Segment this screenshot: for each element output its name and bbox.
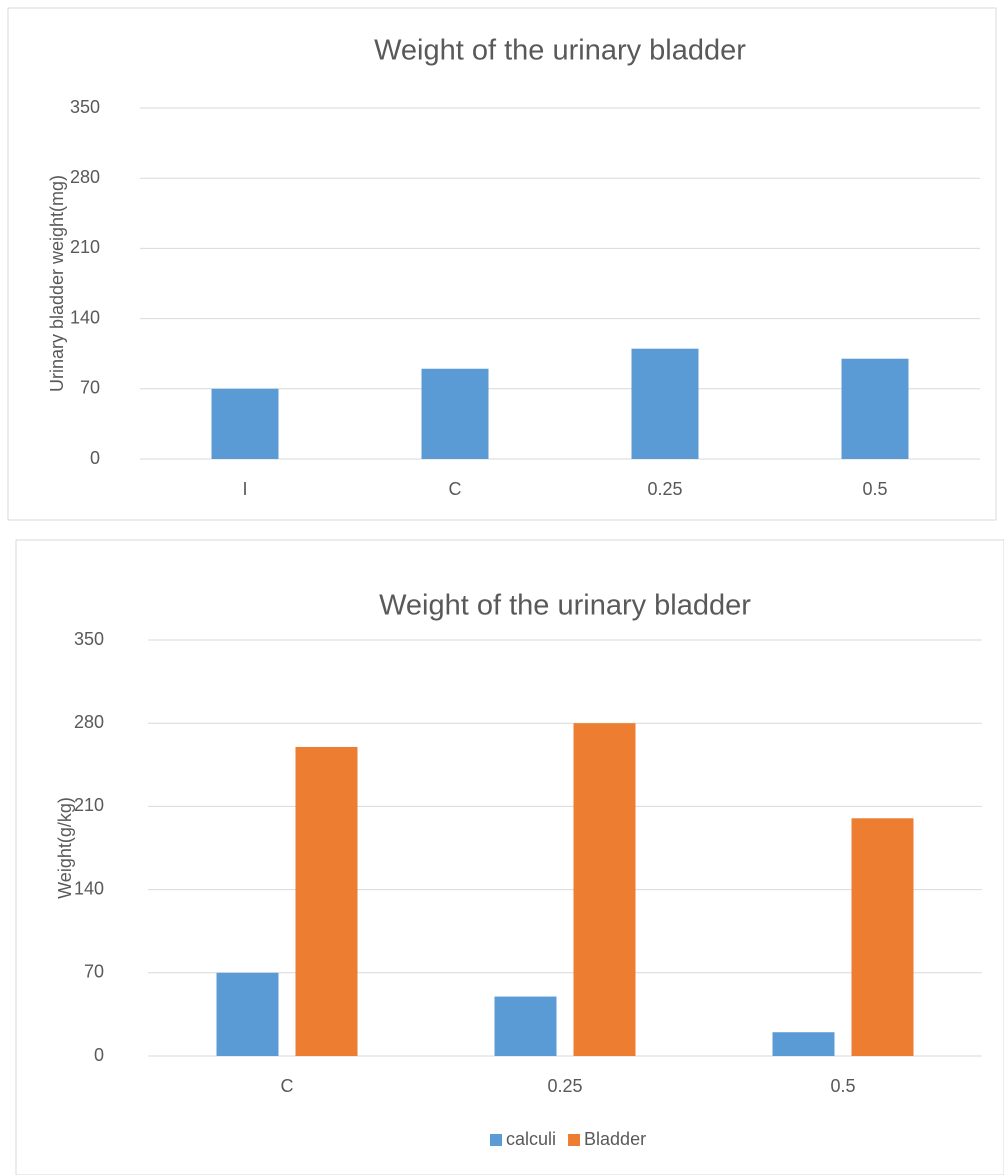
bar xyxy=(772,1032,835,1056)
chart-title: Weight of the urinary bladder xyxy=(379,590,751,622)
chart-frame xyxy=(15,539,1004,1175)
x-tick-label: 0.5 xyxy=(830,1076,855,1096)
y-tick-label: 140 xyxy=(70,307,100,327)
y-tick-label: 70 xyxy=(80,378,100,398)
y-axis-label: Weight(g/kg) xyxy=(55,797,75,899)
y-tick-label: 140 xyxy=(74,878,104,898)
bar xyxy=(295,746,358,1056)
x-tick-label: 0.25 xyxy=(647,479,682,499)
legend-label: calculi xyxy=(506,1129,556,1149)
legend-label: Bladder xyxy=(584,1129,646,1149)
x-tick-label: C xyxy=(281,1076,294,1096)
y-tick-label: 70 xyxy=(84,962,104,982)
bar xyxy=(421,368,489,459)
bar xyxy=(631,348,699,459)
bar xyxy=(851,818,914,1056)
y-tick-label: 210 xyxy=(74,795,104,815)
bar xyxy=(573,723,636,1056)
y-axis-label: Urinary bladder weight(mg) xyxy=(47,175,67,392)
x-tick-label: 0.5 xyxy=(862,479,887,499)
y-tick-label: 350 xyxy=(70,97,100,117)
y-tick-label: 0 xyxy=(94,1045,104,1065)
x-tick-label: C xyxy=(449,479,462,499)
y-tick-label: 210 xyxy=(70,237,100,257)
bar xyxy=(211,388,279,459)
x-tick-label: I xyxy=(242,479,247,499)
x-tick-label: 0.25 xyxy=(547,1076,582,1096)
y-tick-label: 280 xyxy=(74,712,104,732)
y-tick-label: 280 xyxy=(70,167,100,187)
legend-swatch xyxy=(568,1134,581,1146)
chart-title: Weight of the urinary bladder xyxy=(374,35,746,67)
y-tick-label: 0 xyxy=(90,448,100,468)
bar xyxy=(494,996,557,1056)
y-tick-label: 350 xyxy=(74,629,104,649)
bar xyxy=(841,358,909,459)
chart-frame xyxy=(7,7,997,521)
legend-swatch xyxy=(490,1134,502,1146)
bar xyxy=(216,972,279,1056)
